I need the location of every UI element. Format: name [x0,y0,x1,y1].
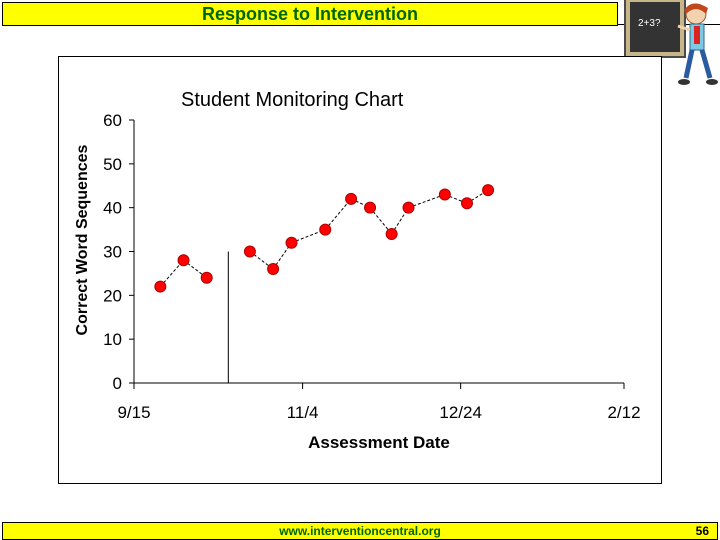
page-number: 56 [695,524,709,538]
board-text: 2+3? [638,18,661,29]
data-point [200,271,213,284]
x-tick-label: 2/12 [607,403,640,422]
header-title: Response to Intervention [201,3,419,24]
y-tick-label: 10 [103,330,122,349]
chart-title: Student Monitoring Chart [181,89,404,111]
y-tick-label: 20 [103,286,122,305]
data-point [438,188,451,201]
chart-frame: Student Monitoring Chart Correct Word Se… [58,56,662,484]
footer-bar: www.interventioncentral.org 56 [2,522,718,540]
data-point [460,197,473,210]
x-tick-label: 12/24 [439,403,482,422]
data-point [345,192,358,205]
x-axis-label: Assessment Date [308,433,450,452]
data-point [319,223,332,236]
y-tick-label: 50 [103,155,122,174]
teacher-mascot-icon: 2+3? [624,0,718,85]
data-point [402,201,415,214]
header-bar: Response to Intervention [2,2,618,26]
y-tick-label: 40 [103,199,122,218]
x-tick-label: 11/4 [287,403,319,422]
series-segment [408,194,446,209]
data-point [385,227,398,240]
y-tick-label: 60 [103,111,122,130]
series-segment [444,194,468,204]
data-point [364,201,377,214]
data-point [285,236,298,249]
data-point [482,184,495,197]
y-tick-label: 30 [103,243,122,262]
series-segment [291,229,326,244]
data-point [267,263,280,276]
monitoring-chart: Student Monitoring Chart Correct Word Se… [74,89,641,452]
footer-url-link[interactable]: www.interventioncentral.org [279,524,441,538]
data-point [154,280,167,293]
data-point [243,245,256,258]
y-tick-label: 0 [113,374,122,393]
series-segment [324,198,352,230]
data-point [177,254,190,267]
x-tick-label: 9/15 [117,403,150,422]
y-axis-label: Correct Word Sequences [74,144,91,335]
